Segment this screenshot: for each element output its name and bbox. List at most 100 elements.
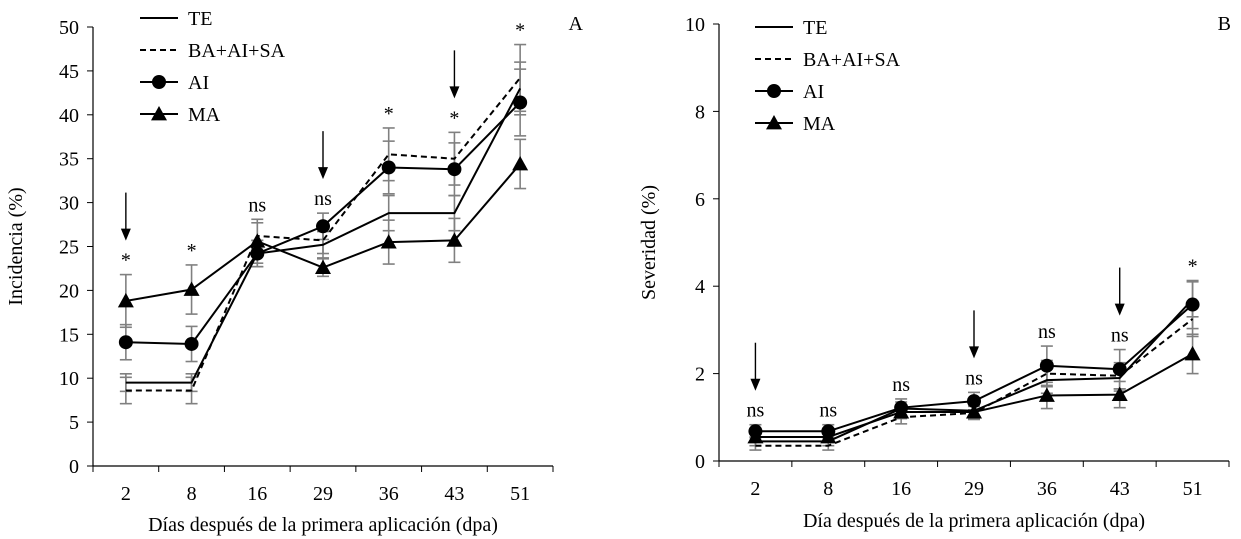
x-tick-label: 16 [891, 478, 911, 500]
y-tick-label: 45 [59, 61, 79, 83]
legend-label: BA+AI+SA [803, 49, 901, 71]
x-axis-label: Días después de la primera aplicación (d… [148, 514, 498, 536]
significance-label: * [449, 107, 459, 129]
significance-label: ns [314, 188, 332, 210]
data-point-triangle [315, 259, 331, 274]
data-point-triangle [1184, 345, 1201, 361]
y-tick-label: 2 [695, 364, 705, 386]
x-tick-label: 43 [444, 483, 464, 505]
legend-label: TE [803, 17, 827, 39]
y-tick-label: 30 [59, 193, 79, 215]
x-tick-label: 2 [750, 478, 760, 500]
y-tick-label: 8 [695, 101, 705, 123]
x-axis-label: Día después de la primera aplicación (dp… [803, 510, 1145, 532]
y-tick-label: 6 [695, 189, 705, 211]
data-point-circle [1185, 297, 1200, 312]
data-point-triangle [512, 155, 529, 171]
application-arrow-head [1114, 303, 1125, 316]
x-tick-label: 36 [379, 483, 399, 505]
significance-label: * [515, 20, 525, 42]
legend-label: MA [803, 113, 836, 135]
data-point-circle [513, 95, 528, 110]
y-tick-label: 50 [59, 17, 79, 39]
data-point-circle [316, 219, 330, 234]
data-point-circle [118, 335, 133, 350]
x-tick-label: 43 [1110, 478, 1130, 500]
data-point-triangle [820, 428, 837, 444]
y-tick-label: 5 [69, 412, 79, 434]
y-tick-label: 35 [59, 149, 79, 171]
application-arrow-head [750, 378, 761, 391]
series-line-ba-ai-sa [125, 77, 521, 392]
legend-marker-circle [767, 84, 781, 98]
y-axis-label: Severidad (%) [638, 185, 660, 300]
chart-panel-a: 0 5 10 15 20 25 30 35 40 45 50 2 8 16 29 36 43 51 Días des… [5, 8, 584, 536]
x-tick-label: 29 [964, 478, 984, 500]
y-tick-label: 20 [59, 280, 79, 302]
significance-label: ns [1038, 321, 1056, 343]
application-arrow-head [969, 346, 979, 359]
significance-label: ns [248, 194, 266, 216]
data-point-circle [1039, 358, 1054, 373]
legend: TE BA+AI+SA AI MA [140, 8, 286, 126]
data-point-triangle [893, 404, 910, 419]
legend-label: TE [188, 8, 212, 30]
application-arrow-head [120, 228, 131, 241]
x-tick-label: 2 [121, 483, 131, 505]
x-tick-label: 51 [1183, 478, 1203, 500]
data-point-circle [967, 394, 981, 409]
data-point-triangle [966, 404, 982, 419]
data-point-triangle [446, 232, 463, 247]
data-point-triangle [747, 428, 764, 444]
data-point-triangle [1038, 387, 1055, 402]
y-tick-label: 4 [695, 276, 705, 298]
data-point-triangle [249, 233, 266, 248]
data-point-circle [184, 336, 199, 351]
significance-label: ns [965, 367, 983, 389]
significance-label: ns [1111, 325, 1129, 347]
significance-label: * [187, 240, 197, 262]
legend-label: MA [188, 104, 221, 126]
legend-label: AI [803, 81, 824, 103]
application-arrow-head [318, 167, 328, 180]
y-tick-label: 0 [695, 451, 705, 473]
y-tick-label: 15 [59, 324, 79, 346]
application-arrow-head [449, 86, 460, 99]
significance-label: * [384, 103, 394, 125]
legend-label: BA+AI+SA [188, 40, 286, 62]
y-tick-label: 25 [59, 237, 79, 259]
significance-label: * [121, 250, 131, 272]
y-axis-label: Incidencia (%) [5, 187, 27, 305]
x-tick-label: 16 [247, 483, 267, 505]
y-tick-label: 40 [59, 105, 79, 127]
x-tick-label: 29 [313, 483, 333, 505]
x-tick-label: 51 [510, 483, 530, 505]
y-tick-label: 0 [69, 456, 79, 478]
significance-label: * [1188, 256, 1198, 278]
significance-label: ns [892, 374, 910, 396]
data-point-circle [381, 160, 396, 175]
x-tick-label: 36 [1037, 478, 1057, 500]
series-line-te [125, 87, 522, 384]
significance-label: ns [819, 400, 837, 422]
panel-label: A [569, 13, 584, 35]
data-point-triangle [117, 292, 134, 308]
data-point-circle [250, 246, 265, 261]
legend-label: AI [188, 72, 209, 94]
data-point-circle [447, 162, 462, 177]
panel-label: B [1218, 13, 1231, 35]
chart-panel-b: 0 2 4 6 8 10 2 8 16 29 36 43 51 Día después de la pri… [638, 13, 1231, 532]
data-point-triangle [183, 281, 200, 296]
legend-marker-triangle [151, 106, 167, 121]
y-tick-label: 10 [59, 368, 79, 390]
data-point-circle [1112, 362, 1127, 377]
legend: TE BA+AI+SA AI MA [755, 17, 901, 135]
data-point-triangle [1111, 386, 1128, 401]
legend-marker-triangle [766, 115, 782, 130]
legend-marker-circle [152, 75, 166, 89]
data-point-triangle [380, 234, 397, 249]
x-tick-label: 8 [823, 478, 833, 500]
x-tick-label: 8 [187, 483, 197, 505]
significance-label: ns [747, 400, 765, 422]
